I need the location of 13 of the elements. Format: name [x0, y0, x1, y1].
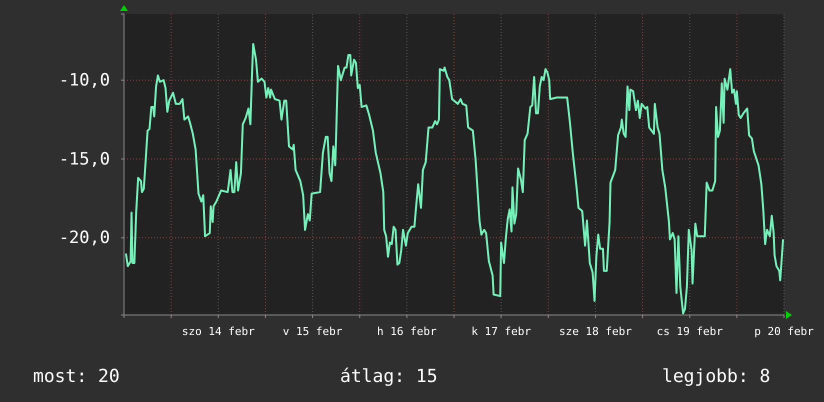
x-tick-label: v 15 febr	[282, 325, 343, 338]
text: átlag: 15	[340, 366, 438, 387]
y-tick-label: -10,0	[58, 70, 110, 91]
x-tick-label: sze 18 febr	[559, 325, 632, 338]
x-tick-label: cs 19 febr	[656, 325, 724, 338]
x-tick-label: k 17 febr	[471, 325, 532, 338]
y-tick-label: -15,0	[58, 149, 110, 170]
text: most: 20	[33, 366, 120, 387]
text: legjobb: 8	[662, 366, 770, 387]
y-tick-label: -20,0	[58, 228, 110, 248]
x-tick-label: p 20 febr	[754, 325, 814, 338]
x-tick-label: szo 14 febr	[182, 325, 256, 338]
x-tick-label: h 16 febr	[377, 325, 438, 338]
